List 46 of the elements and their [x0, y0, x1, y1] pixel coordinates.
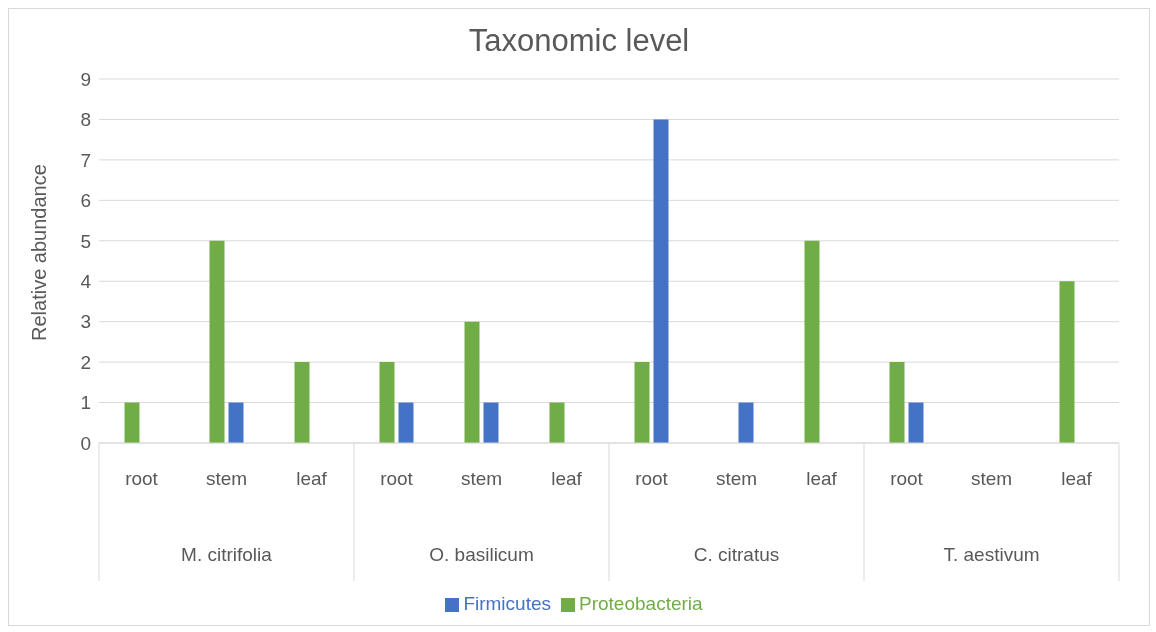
bar: [804, 240, 820, 443]
bar: [653, 119, 669, 443]
bar: [634, 362, 650, 443]
y-tick-label: 1: [80, 392, 91, 414]
y-tick-label: 9: [80, 68, 91, 90]
x-tick-label: leaf: [806, 468, 838, 489]
legend-label: Firmicutes: [463, 593, 552, 614]
x-tick-label: stem: [205, 468, 248, 489]
y-tick-label: 0: [80, 432, 91, 454]
bar: [124, 402, 140, 443]
x-tick-label: root: [125, 468, 159, 489]
x-tick-label: leaf: [1061, 468, 1093, 489]
bar: [209, 240, 225, 443]
bar: [889, 362, 905, 443]
bar: [483, 402, 499, 443]
y-axis-title: Relative abundance: [28, 164, 51, 341]
y-tick-label: 8: [80, 109, 91, 131]
text: T. aestivum: [943, 544, 1040, 565]
chart-title: Taxonomic level: [467, 22, 691, 60]
x-tick-label: stem: [460, 468, 503, 489]
bar: [464, 321, 480, 443]
x-tick-label: stem: [715, 468, 758, 489]
bar: [908, 402, 924, 443]
x-tick-label: root: [380, 468, 414, 489]
legend-label: Proteobacteria: [579, 593, 703, 614]
y-tick-label: 3: [80, 311, 91, 333]
bar: [1059, 281, 1075, 443]
y-tick-label: 7: [80, 149, 91, 171]
x-tick-label: root: [635, 468, 669, 489]
y-tick-label: 6: [80, 190, 91, 212]
bar: [398, 402, 414, 443]
x-tick-label: leaf: [551, 468, 583, 489]
x-tick-label: root: [890, 468, 924, 489]
text: O. basilicum: [429, 544, 534, 565]
bar: [738, 402, 754, 443]
y-tick-label: 2: [80, 351, 91, 373]
text: M. citrifolia: [181, 544, 273, 565]
text: C. citratus: [693, 544, 780, 565]
bar: [294, 362, 310, 443]
y-tick-label: 4: [80, 270, 92, 292]
x-tick-label: leaf: [296, 468, 328, 489]
bar: [549, 402, 565, 443]
y-tick-label: 5: [80, 230, 91, 252]
bar: [379, 362, 395, 443]
bar: [228, 402, 244, 443]
x-tick-label: stem: [970, 468, 1013, 489]
